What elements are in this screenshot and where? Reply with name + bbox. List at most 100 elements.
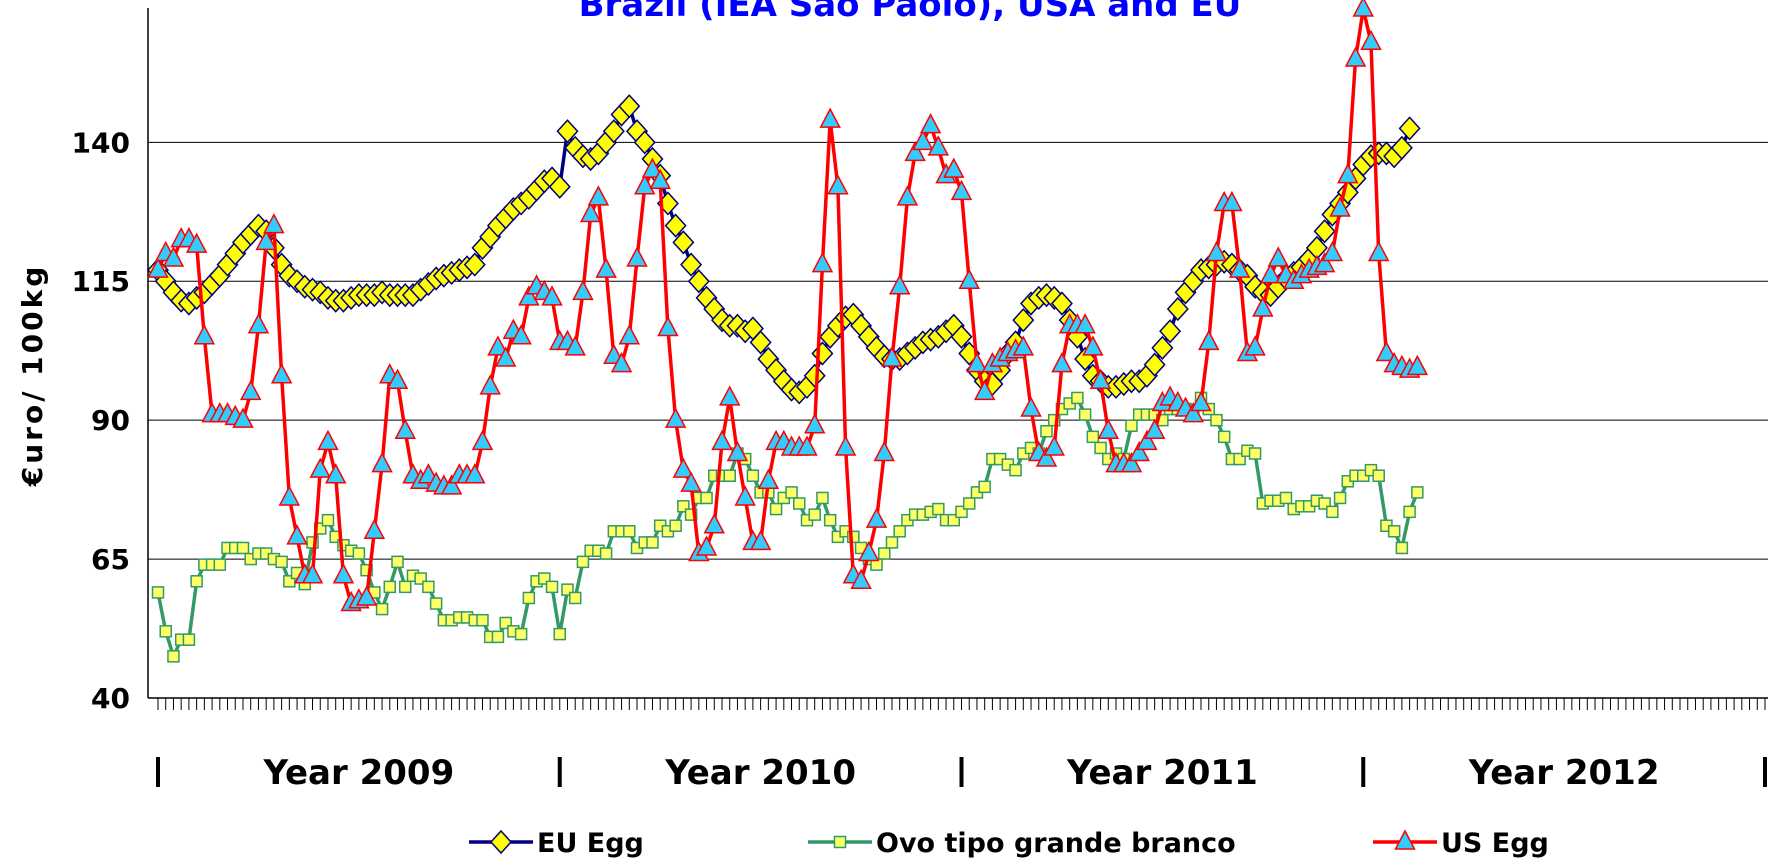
marker-diamond: [548, 174, 571, 199]
marker-square: [1318, 497, 1331, 510]
marker-square: [553, 627, 566, 641]
marker-triangle: [394, 418, 416, 440]
marker-triangle: [464, 463, 486, 484]
y-tick-label: 140: [72, 126, 130, 159]
legend-item: Ovo tipo grande branco: [808, 828, 1236, 859]
marker-square: [398, 580, 412, 594]
x-year-label: Year 2010: [664, 753, 856, 793]
marker-square: [182, 633, 196, 646]
marker-triangle: [626, 246, 648, 267]
marker-triangle: [649, 168, 671, 189]
marker-square: [414, 572, 427, 585]
marker-diamond: [803, 363, 826, 388]
marker-triangle: [943, 157, 965, 178]
marker-triangle: [657, 315, 679, 337]
marker-diamond: [1050, 291, 1073, 316]
marker-square: [275, 555, 288, 569]
marker-triangle: [1182, 401, 1205, 423]
marker-square: [568, 591, 582, 605]
marker-triangle: [1136, 429, 1158, 451]
marker-triangle: [881, 346, 903, 367]
marker-square: [538, 572, 551, 585]
marker-diamond: [687, 269, 710, 294]
marker-triangle: [332, 563, 355, 584]
marker-triangle: [618, 324, 641, 345]
marker-triangle: [958, 268, 980, 289]
marker-triangle: [850, 568, 872, 590]
marker-square: [391, 555, 404, 569]
marker-square: [375, 602, 389, 616]
marker-triangle: [1367, 240, 1390, 262]
marker-diamond: [950, 324, 973, 349]
marker-triangle: [950, 179, 973, 201]
marker-square: [1086, 430, 1100, 444]
marker-square: [847, 530, 860, 544]
marker-triangle: [904, 140, 926, 162]
marker-triangle: [255, 229, 277, 251]
marker-square: [383, 580, 397, 594]
marker-diamond: [1398, 116, 1421, 141]
marker-square: [429, 597, 443, 610]
marker-triangle: [680, 471, 702, 492]
legend-item: EU Egg: [469, 828, 644, 859]
marker-triangle: [610, 351, 633, 373]
marker-triangle: [664, 407, 687, 428]
legend-label: US Egg: [1441, 828, 1549, 859]
marker-triangle: [827, 174, 849, 195]
marker-square: [159, 625, 172, 638]
marker-triangle: [1252, 296, 1274, 317]
marker-triangle: [1043, 435, 1065, 456]
marker-square: [646, 536, 659, 549]
y-axis-label: €uro/ 100kg: [16, 264, 49, 488]
marker-square: [816, 491, 829, 505]
marker-triangle: [1035, 446, 1058, 467]
marker-square: [746, 469, 760, 482]
marker-triangle: [309, 457, 331, 478]
marker-diamond: [1390, 135, 1413, 160]
marker-triangle: [1267, 246, 1290, 267]
marker-triangle: [1344, 46, 1367, 67]
marker-triangle: [232, 407, 254, 428]
marker-triangle: [973, 379, 996, 401]
marker-triangle: [865, 507, 888, 528]
marker-triangle: [1394, 829, 1416, 850]
marker-triangle: [1406, 354, 1429, 376]
marker-square: [793, 497, 806, 510]
marker-square: [885, 536, 899, 549]
marker-square: [167, 650, 180, 663]
marker-square: [236, 541, 250, 555]
y-tick-label: 115: [72, 265, 130, 298]
marker-triangle: [1313, 251, 1336, 273]
marker-square: [769, 502, 783, 516]
marker-triangle: [1143, 418, 1166, 440]
marker-square: [561, 583, 574, 596]
marker-diamond: [489, 829, 513, 855]
marker-square: [476, 613, 489, 627]
marker-triangle: [471, 429, 494, 451]
marker-square: [1248, 447, 1262, 460]
marker-square: [955, 505, 968, 519]
marker-square: [1403, 505, 1416, 519]
marker-diamond: [1313, 219, 1336, 244]
marker-triangle: [1128, 440, 1150, 462]
marker-diamond: [602, 119, 625, 144]
marker-triangle: [595, 257, 617, 278]
marker-diamond: [463, 252, 486, 277]
marker-square: [669, 519, 682, 532]
marker-diamond: [664, 213, 687, 238]
legend-label: Ovo tipo grande branco: [876, 828, 1236, 859]
marker-triangle: [726, 440, 749, 462]
marker-square: [808, 508, 821, 521]
marker-square: [677, 500, 690, 513]
marker-square: [723, 469, 736, 482]
marker-triangle: [355, 585, 378, 606]
marker-triangle: [912, 129, 934, 151]
marker-square: [833, 835, 847, 849]
marker-triangle: [1082, 335, 1104, 356]
marker-triangle: [1228, 257, 1251, 278]
marker-triangle: [1089, 368, 1112, 390]
marker-square: [514, 627, 528, 641]
legend-label: EU Egg: [537, 828, 644, 859]
marker-triangle: [927, 135, 950, 156]
marker-triangle: [1244, 335, 1266, 356]
